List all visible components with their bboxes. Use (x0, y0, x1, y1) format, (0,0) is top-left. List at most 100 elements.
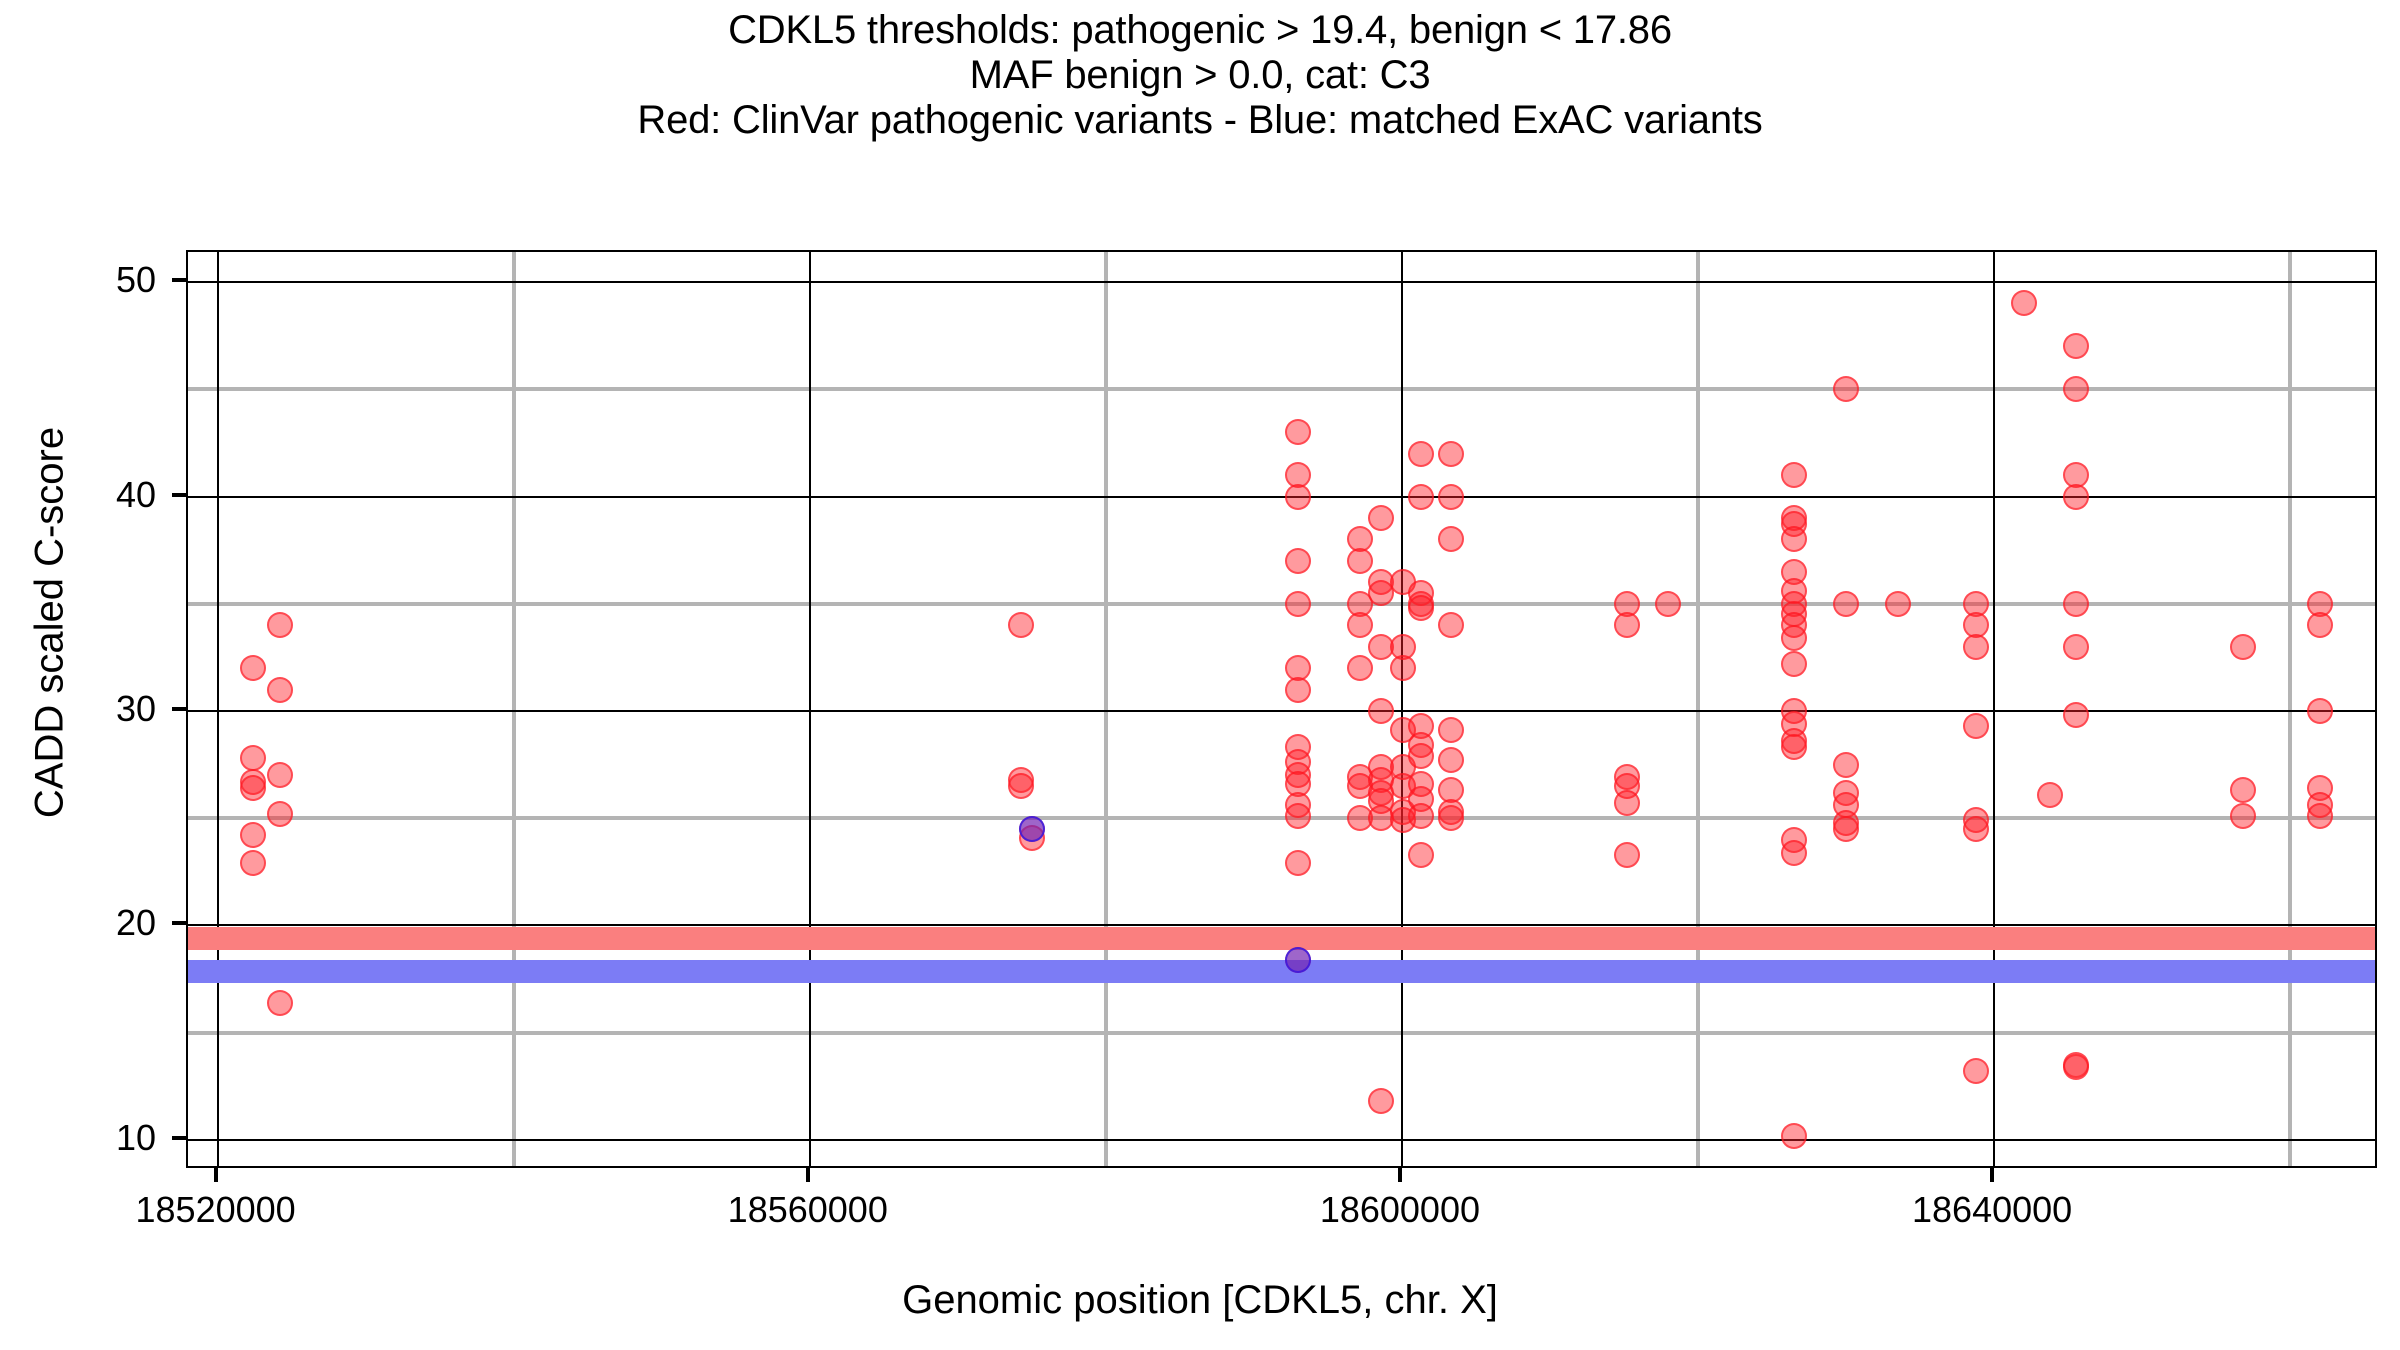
x-major-gridline (1993, 252, 1996, 1166)
x-tick-label: 18520000 (135, 1189, 296, 1230)
y-minor-gridline (188, 816, 2375, 821)
y-minor-gridline (188, 1030, 2375, 1035)
data-point-clinvar (2062, 633, 2089, 660)
data-point-clinvar (1613, 612, 1640, 639)
chart-title-line-2: MAF benign > 0.0, cat: C3 (969, 53, 1431, 97)
x-tick-label: 18560000 (727, 1189, 888, 1230)
data-point-clinvar (2229, 803, 2256, 830)
x-minor-gridline (1103, 252, 1108, 1166)
data-point-clinvar (1833, 815, 1860, 842)
chart-title-line-1: CDKL5 thresholds: pathogenic > 19.4, ben… (728, 8, 1672, 52)
x-tick-label: 18600000 (1319, 1189, 1480, 1230)
data-point-clinvar (1781, 839, 1808, 866)
y-tick-label: 20 (115, 902, 156, 944)
y-tick-label: 30 (115, 688, 156, 729)
data-point-clinvar (1408, 743, 1435, 770)
data-point-clinvar (1408, 440, 1435, 467)
data-point-clinvar (1008, 773, 1035, 800)
data-point-clinvar (1833, 751, 1860, 778)
data-point-clinvar (1437, 526, 1464, 553)
data-point-clinvar (240, 822, 267, 849)
x-minor-gridline (2288, 252, 2293, 1166)
data-point-clinvar (1781, 734, 1808, 761)
data-point-clinvar (2062, 1054, 2089, 1081)
data-point-clinvar (1833, 376, 1860, 403)
data-point-clinvar (1437, 747, 1464, 774)
data-point-clinvar (1285, 590, 1312, 617)
data-point-clinvar (1437, 717, 1464, 744)
x-tick-mark (1397, 1168, 1402, 1182)
data-point-clinvar (1963, 713, 1990, 739)
plot-area (186, 250, 2377, 1168)
data-point-exac (1285, 946, 1312, 973)
data-point-clinvar (2062, 702, 2089, 729)
y-tick-mark (172, 278, 186, 283)
y-minor-gridline (188, 601, 2375, 606)
data-point-clinvar (1613, 841, 1640, 868)
data-point-clinvar (2229, 633, 2256, 660)
data-point-clinvar (1781, 650, 1808, 677)
data-point-clinvar (1408, 483, 1435, 510)
data-point-clinvar (266, 676, 293, 703)
x-axis-label: Genomic position [CDKL5, chr. X] (902, 1278, 1498, 1322)
data-point-clinvar (240, 850, 267, 877)
data-point-clinvar (1781, 526, 1808, 553)
data-point-clinvar (266, 762, 293, 789)
data-point-clinvar (1368, 504, 1395, 531)
data-point-clinvar (2062, 333, 2089, 360)
data-point-clinvar (1963, 633, 1990, 660)
data-point-clinvar (2306, 612, 2333, 639)
x-tick-mark (1990, 1168, 1995, 1182)
data-point-clinvar (2062, 590, 2089, 617)
data-point-clinvar (1408, 595, 1435, 622)
data-point-clinvar (266, 989, 293, 1016)
data-point-clinvar (2062, 483, 2089, 510)
data-point-clinvar (1285, 483, 1312, 510)
data-point-clinvar (2010, 290, 2037, 317)
data-point-clinvar (2229, 777, 2256, 804)
data-point-clinvar (1285, 803, 1312, 830)
y-tick-mark (172, 707, 186, 711)
data-point-clinvar (266, 612, 293, 639)
data-point-clinvar (1368, 580, 1395, 607)
y-tick-label: 50 (115, 259, 156, 301)
data-point-clinvar (2037, 781, 2064, 808)
data-point-clinvar (1347, 655, 1374, 682)
data-point-clinvar (1437, 440, 1464, 467)
data-point-clinvar (1368, 805, 1395, 832)
data-point-clinvar (1008, 612, 1035, 639)
x-major-gridline (216, 252, 219, 1166)
x-tick-mark (213, 1168, 218, 1182)
data-point-clinvar (1884, 590, 1911, 617)
data-point-clinvar (266, 800, 293, 827)
data-point-clinvar (1347, 547, 1374, 574)
threshold-band-pathogenic (188, 926, 2375, 951)
data-point-clinvar (1655, 590, 1682, 617)
y-major-gridline (188, 1138, 2375, 1141)
data-point-clinvar (1781, 462, 1808, 489)
data-point-clinvar (1963, 815, 1990, 842)
data-point-clinvar (1781, 1122, 1808, 1149)
chart-title-line-3: Red: ClinVar pathogenic variants - Blue:… (637, 98, 1763, 142)
y-tick-mark (172, 492, 186, 497)
data-point-clinvar (240, 775, 267, 802)
data-point-clinvar (1368, 1088, 1395, 1115)
threshold-band-benign (188, 959, 2375, 984)
data-point-clinvar (1408, 803, 1435, 830)
data-point-clinvar (2306, 803, 2333, 830)
data-point-clinvar (1368, 698, 1395, 724)
x-major-gridline (1400, 252, 1403, 1166)
data-point-clinvar (2062, 376, 2089, 403)
data-point-clinvar (1390, 655, 1417, 682)
data-point-clinvar (1408, 841, 1435, 868)
data-point-clinvar (2062, 462, 2089, 489)
y-major-gridline (188, 710, 2375, 712)
data-point-clinvar (2306, 698, 2333, 724)
x-tick-label: 18640000 (1912, 1189, 2073, 1230)
data-point-clinvar (1437, 805, 1464, 832)
data-point-clinvar (1613, 790, 1640, 817)
x-tick-mark (805, 1168, 810, 1182)
data-point-exac (1018, 815, 1045, 842)
x-minor-gridline (1696, 252, 1700, 1166)
